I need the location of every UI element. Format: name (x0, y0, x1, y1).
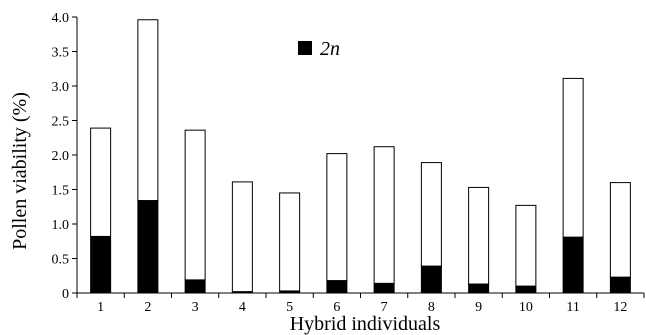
x-tick-label: 3 (192, 300, 199, 315)
x-tick-label: 10 (519, 300, 533, 315)
x-tick-label: 4 (239, 300, 246, 315)
bars-group (90, 19, 631, 294)
legend: 2n (298, 38, 340, 60)
bar-segment-other (468, 186, 490, 285)
bar-segment-other (326, 153, 348, 282)
x-tick-label: 5 (286, 300, 293, 315)
bar-segment-2n (90, 235, 112, 294)
bar-segment-2n (515, 285, 537, 294)
bar-segment-2n (562, 236, 584, 294)
legend-swatch-2n (298, 41, 312, 55)
x-tick-label: 2 (144, 300, 151, 315)
y-tick-label: 3.5 (52, 46, 70, 61)
x-axis-ticks: 1 2 3 4 5 6 7 8 9 10 11 12 (76, 293, 645, 315)
y-axis-ticks: 0 0.5 1.0 1.5 2.0 2.5 3.0 3.5 4.0 (52, 11, 77, 302)
bar-segment-other (609, 182, 631, 278)
bar-segment-2n (420, 265, 442, 294)
x-tick-label: 7 (381, 300, 388, 315)
y-tick-label: 4.0 (52, 11, 70, 26)
legend-label-2n: 2n (320, 38, 340, 60)
bar-segment-other (373, 146, 395, 284)
x-tick-label: 11 (566, 300, 579, 315)
bar-segment-other (279, 192, 301, 292)
y-tick-label: 0.5 (52, 253, 70, 268)
y-tick-label: 1.5 (52, 184, 70, 199)
bar-segment-2n (468, 283, 490, 294)
x-tick-label: 6 (333, 300, 340, 315)
y-axis-title: Pollen viability (%) (9, 92, 31, 250)
x-tick-label: 1 (97, 300, 104, 315)
bar-segment-2n (609, 276, 631, 294)
bar-segment-other (184, 129, 206, 281)
x-tick-label: 12 (613, 300, 627, 315)
y-tick-label: 0 (62, 287, 69, 302)
bar-segment-other (231, 181, 253, 293)
bar-segment-other (515, 204, 537, 287)
bar-segment-2n (326, 280, 348, 294)
bar-segment-other (562, 77, 584, 238)
x-axis-title: Hybrid individuals (290, 313, 441, 335)
x-tick-label: 8 (428, 300, 435, 315)
y-tick-label: 1.0 (52, 218, 70, 233)
bar-segment-2n (184, 279, 206, 294)
bar-segment-other (420, 162, 442, 267)
y-tick-label: 2.0 (52, 149, 70, 164)
bar-segment-other (90, 127, 112, 237)
x-tick-label: 9 (475, 300, 482, 315)
y-tick-label: 3.0 (52, 80, 70, 95)
y-tick-label: 2.5 (52, 115, 70, 130)
bar-segment-other (137, 19, 159, 202)
bar-segment-2n (137, 200, 159, 294)
bar-segment-2n (373, 282, 395, 294)
